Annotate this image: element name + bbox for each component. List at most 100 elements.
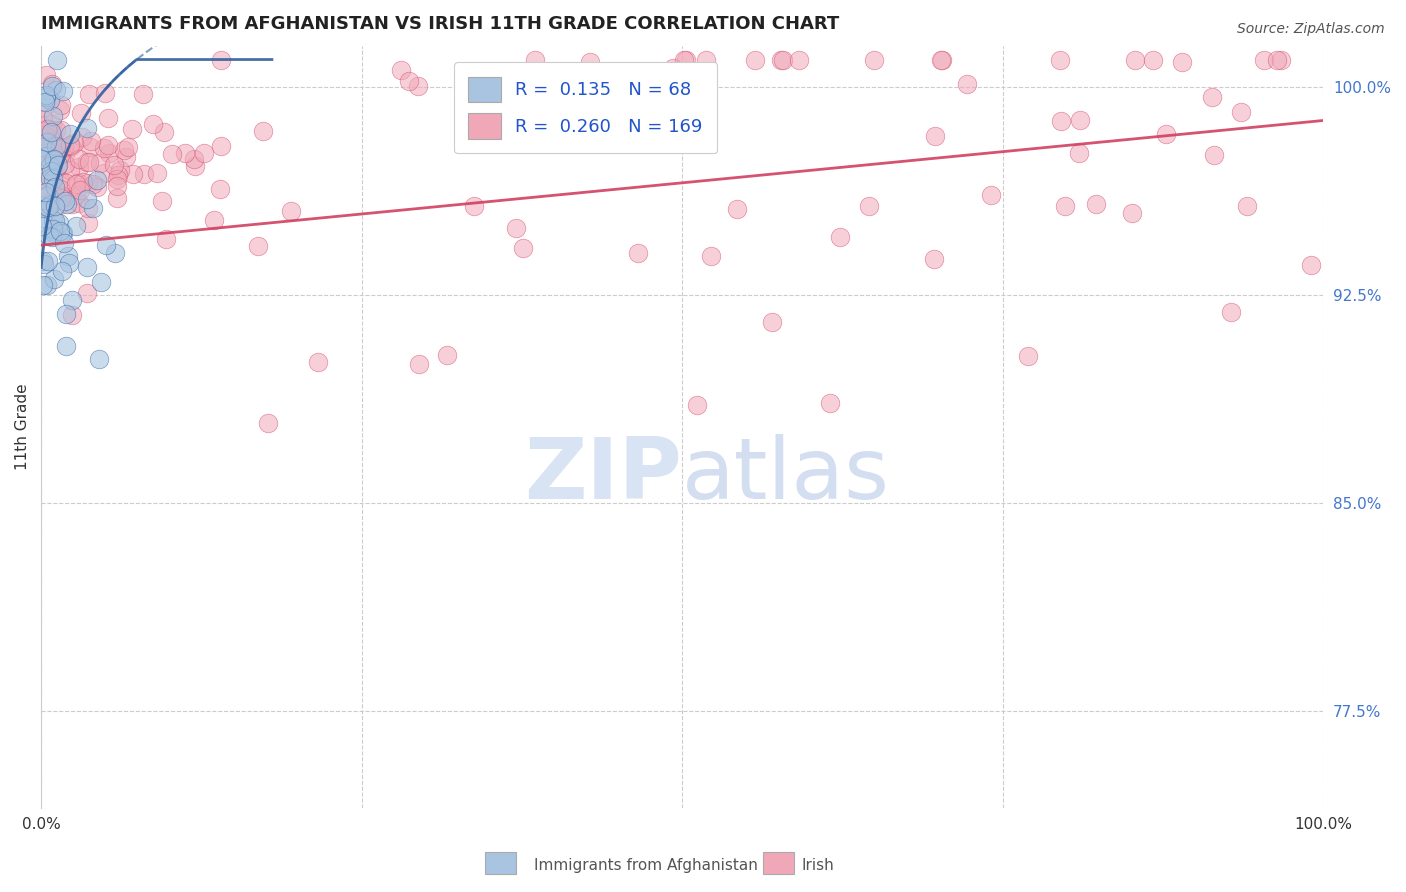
Point [37,122,59,136]
Point [209,53,232,67]
Point [41,117,63,131]
Point [49,182,72,196]
Text: Source: ZipAtlas.com: Source: ZipAtlas.com [1237,22,1385,37]
Point [408,357,430,371]
Point [31,219,53,233]
Point [34,142,56,156]
Point [32,136,55,150]
Point [41,77,63,91]
Point [492,73,515,87]
Point [67,152,90,166]
Point [1053,199,1076,213]
Point [51,98,73,112]
Point [45,139,67,153]
Point [46,53,69,67]
Point [105,172,128,186]
Point [673,53,696,67]
Point [174,146,197,161]
Point [46,160,69,174]
Point [38,229,60,244]
Point [77,155,100,169]
Point [863,53,886,67]
Text: IMMIGRANTS FROM AFGHANISTAN VS IRISH 11TH GRADE CORRELATION CHART: IMMIGRANTS FROM AFGHANISTAN VS IRISH 11T… [41,15,839,33]
Point [48,173,70,187]
Point [41,125,63,139]
Point [398,74,420,88]
Point [79,139,101,153]
Point [76,285,98,300]
Point [39,144,62,158]
Point [184,160,207,174]
Point [307,355,329,369]
Point [32,100,55,114]
Point [695,53,717,67]
Point [787,53,810,67]
Point [41,78,63,93]
Point [41,134,63,148]
Point [30,152,52,166]
Point [65,219,87,233]
Point [35,122,58,136]
Point [34,128,56,142]
Point [67,196,90,211]
Point [51,189,73,203]
Point [51,123,73,137]
Point [1084,197,1107,211]
Point [725,202,748,216]
Point [62,293,84,307]
Point [257,416,280,430]
Point [1154,127,1177,141]
Point [406,78,429,93]
Point [48,216,70,230]
Point [55,176,77,190]
Point [134,167,156,181]
Point [46,142,69,156]
Point [69,183,91,197]
Point [32,112,55,126]
Point [1123,53,1146,67]
Point [44,199,66,213]
Point [858,199,880,213]
Text: Immigrants from Afghanistan: Immigrants from Afghanistan [534,858,758,872]
Point [82,177,104,191]
Point [38,157,60,171]
Point [1299,258,1322,272]
Point [48,158,70,172]
Point [53,146,76,161]
Point [44,179,66,194]
Point [87,351,110,366]
Point [38,202,60,217]
Text: ZIP: ZIP [524,434,682,516]
Point [512,241,534,255]
Point [77,216,100,230]
Point [699,249,721,263]
Point [35,149,58,163]
Point [76,192,98,206]
Point [280,203,302,218]
Point [86,179,108,194]
Point [42,153,65,167]
Point [436,348,458,362]
Point [31,140,53,154]
Point [107,169,129,183]
Point [41,161,63,175]
Point [105,179,128,194]
Point [37,135,59,149]
Point [55,307,77,321]
Point [76,201,98,215]
Point [1142,53,1164,67]
Point [30,132,52,146]
Point [76,154,98,169]
Point [929,53,952,67]
Point [209,182,232,196]
Point [35,185,58,199]
Point [145,166,167,180]
Point [183,152,205,166]
Point [1220,305,1243,319]
Point [52,140,75,154]
Point [34,141,56,155]
Point [89,156,111,170]
Point [1050,113,1073,128]
Point [37,200,59,214]
Point [35,68,58,82]
